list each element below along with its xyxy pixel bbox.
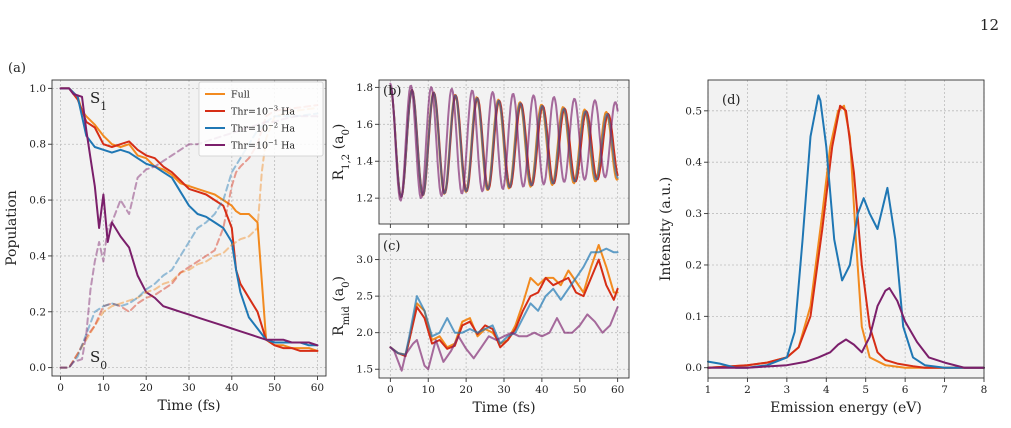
x-axis-label-d: Emission energy (eV) xyxy=(770,400,922,416)
legend-label-full: Full xyxy=(231,90,250,101)
x-tick-label-a: 50 xyxy=(268,382,281,394)
series-line-dashed-full xyxy=(59,106,319,369)
x-tick-label-a: 0 xyxy=(57,382,64,394)
x-tick-label-c: 30 xyxy=(497,384,510,396)
series-line-t1 xyxy=(707,287,985,369)
legend-label-t3: Thr=10−3 Ha xyxy=(231,105,295,118)
x-tick-label-d: 5 xyxy=(862,384,869,396)
series-line-t1 xyxy=(389,306,619,372)
y-axis-label-a: Population xyxy=(4,190,20,266)
x-tick-label-d: 4 xyxy=(823,384,830,396)
y-tick-label-b: 1.4 xyxy=(356,156,373,168)
y-axis-label-d: Intensity (a.u.) xyxy=(658,177,674,281)
y-tick-label-c: 3.0 xyxy=(356,254,373,266)
x-tick-label-a: 40 xyxy=(225,382,238,394)
series-line-t3 xyxy=(59,87,319,352)
panel-label-d: (d) xyxy=(722,93,740,108)
x-tick-label-c: 40 xyxy=(535,384,548,396)
y-tick-label-a: 0.6 xyxy=(29,195,46,207)
x-tick-label-c: 50 xyxy=(573,384,586,396)
y-tick-label-b: 1.2 xyxy=(356,193,373,205)
x-tick-label-c: 10 xyxy=(422,384,435,396)
y-tick-label-a: 1.0 xyxy=(29,83,46,95)
x-axis-label-a: Time (fs) xyxy=(157,398,220,414)
series-line-t2 xyxy=(59,87,319,347)
x-tick-label-d: 8 xyxy=(981,384,988,396)
x-tick-label-d: 3 xyxy=(784,384,791,396)
x-tick-label-a: 10 xyxy=(97,382,110,394)
y-axis-label-c: Rmid (a0) xyxy=(331,276,352,336)
annotation-s1: S1 xyxy=(90,89,107,113)
y-tick-label-a: 0.2 xyxy=(29,306,46,318)
legend-label-t2: Thr=10−2 Ha xyxy=(231,122,295,135)
x-tick-label-a: 60 xyxy=(311,382,324,394)
x-tick-label-c: 60 xyxy=(611,384,624,396)
y-tick-label-a: 0.8 xyxy=(29,139,46,151)
series-line-t1 xyxy=(389,82,619,202)
y-tick-label-a: 0.0 xyxy=(29,362,46,374)
panel-label-a: (a) xyxy=(8,61,26,76)
x-axis-label-c: Time (fs) xyxy=(472,400,535,416)
series-line-t2 xyxy=(389,247,619,356)
y-tick-label-d: 0.0 xyxy=(685,362,702,374)
x-tick-label-d: 2 xyxy=(744,384,751,396)
y-tick-label-c: 2.0 xyxy=(356,327,373,339)
plot-area-d xyxy=(708,80,984,378)
series-line-t3 xyxy=(389,258,619,358)
series-line-t1 xyxy=(59,87,319,347)
axes-frame-d xyxy=(707,79,985,379)
x-tick-label-a: 20 xyxy=(140,382,153,394)
annotation-s0: S0 xyxy=(90,348,107,372)
y-tick-label-d: 0.3 xyxy=(685,208,702,220)
y-tick-label-a: 0.4 xyxy=(29,250,46,262)
legend-box xyxy=(198,81,324,157)
y-tick-label-d: 0.1 xyxy=(685,311,702,323)
y-tick-label-b: 1.8 xyxy=(356,82,373,94)
y-tick-label-d: 0.5 xyxy=(685,105,702,117)
y-tick-label-c: 1.5 xyxy=(356,364,373,376)
y-tick-label-c: 2.5 xyxy=(356,291,373,303)
panel-label-b: (b) xyxy=(383,84,401,99)
x-tick-label-c: 0 xyxy=(387,384,394,396)
x-tick-label-d: 6 xyxy=(902,384,909,396)
legend-label-t1: Thr=10−1 Ha xyxy=(231,139,295,152)
x-tick-label-d: 7 xyxy=(941,384,948,396)
y-axis-label-b: R1,2 (a0) xyxy=(331,124,352,181)
y-tick-label-d: 0.4 xyxy=(685,157,702,169)
x-tick-label-a: 30 xyxy=(182,382,195,394)
x-tick-label-d: 1 xyxy=(705,384,712,396)
y-tick-label-b: 1.6 xyxy=(356,119,373,131)
x-tick-label-c: 20 xyxy=(459,384,472,396)
panel-label-c: (c) xyxy=(383,239,400,254)
page-number: 12 xyxy=(979,16,999,34)
y-tick-label-d: 0.2 xyxy=(685,259,702,271)
